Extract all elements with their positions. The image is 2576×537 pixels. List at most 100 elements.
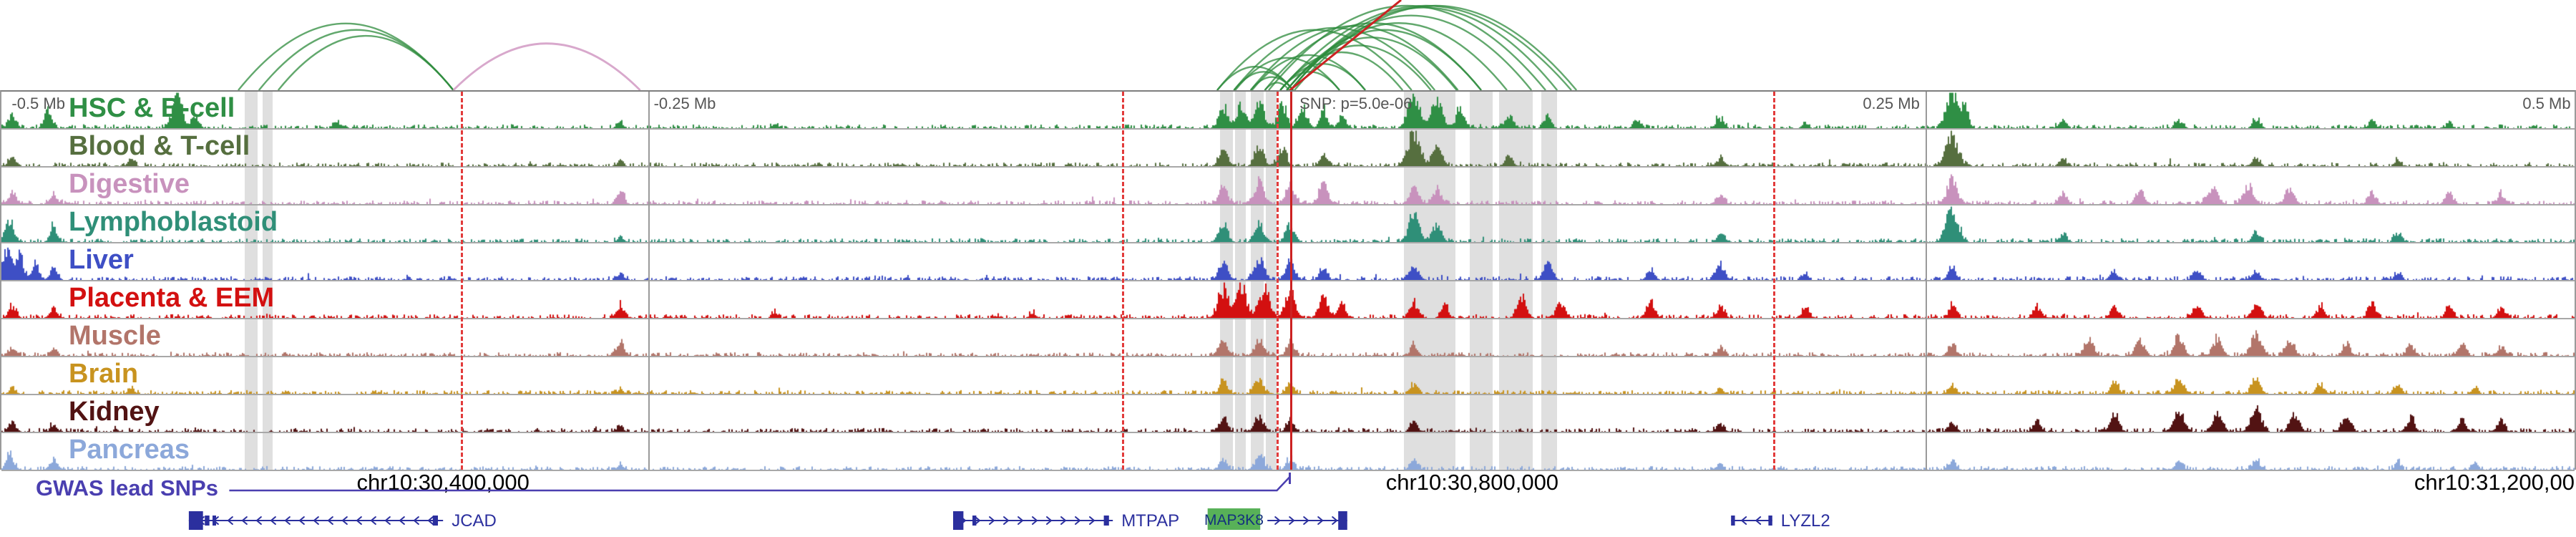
track-label-digestive: Digestive (69, 169, 190, 199)
track-label-hsc-b-cell: HSC & B-cell (69, 93, 235, 123)
track-label-liver: Liver (69, 245, 134, 275)
interaction-arc (1234, 57, 1340, 90)
track-rows: HSC & B-cell Blood & T-cell Digestive Lymph… (1, 92, 2575, 471)
gene-strand-arrow (1089, 516, 1096, 525)
gene-strand-arrow (284, 516, 291, 525)
gene-strand-arrow (313, 516, 319, 525)
gene-jcad: JCAD (188, 511, 497, 531)
interaction-arc (1268, 4, 1546, 90)
gene-strand-arrow (1075, 516, 1081, 525)
gwas-track-label: GWAS lead SNPs (36, 475, 218, 500)
track-label-placenta-eem: Placenta & EEM (69, 283, 275, 313)
track-signal-blood-t-cell[interactable] (1, 130, 2575, 166)
gene-strand-arrow (427, 516, 434, 525)
gene-label-highlight (1207, 508, 1261, 530)
gene-strand-arrow (413, 516, 419, 525)
gene-label: MAP3K8 (1204, 512, 1264, 528)
gene-strand-arrow (1289, 516, 1295, 525)
track-label-blood-t-cell: Blood & T-cell (69, 131, 250, 161)
interaction-arc (1286, 29, 1482, 90)
gene-strand-arrow (1003, 516, 1010, 525)
gene-label: MTPAP (1121, 511, 1179, 531)
gwas-track: GWAS lead SNPs (0, 468, 2576, 504)
gene-exon (205, 516, 210, 526)
gene-strand-arrow (1755, 516, 1762, 525)
gene-label: LYZL2 (1781, 511, 1830, 531)
track-signal-liver[interactable] (1, 243, 2575, 280)
track-row-muscle: Muscle (1, 319, 2575, 357)
track-row-liver: Liver (1, 243, 2575, 281)
gwas-connector-line (229, 476, 1291, 492)
gene-strand-arrow (298, 516, 305, 525)
track-signal-muscle[interactable] (1, 319, 2575, 356)
gene-strand-arrow (1032, 516, 1038, 525)
track-row-placenta-eem: Placenta & EEM (1, 281, 2575, 319)
signal-tracks-panel[interactable]: HSC & B-cell Blood & T-cell Digestive Lymph… (0, 90, 2576, 471)
gene-strand-arrow (1332, 516, 1338, 525)
coordinate-label: chr10:30,800,000 (1385, 470, 1559, 495)
gene-strand-arrow (327, 516, 333, 525)
track-label-lymphoblastoid: Lymphoblastoid (69, 207, 278, 237)
coordinate-label: chr10:31,200,00 (2414, 470, 2575, 495)
track-row-pancreas: Pancreas (1, 433, 2575, 471)
track-label-muscle: Muscle (69, 321, 161, 351)
gene-exon (432, 516, 438, 526)
track-row-digestive: Digestive (1, 168, 2575, 205)
gene-strand-arrow (1046, 516, 1053, 525)
interaction-arc (277, 35, 454, 90)
gene-strand-arrow (1303, 516, 1309, 525)
track-signal-lymphoblastoid[interactable] (1, 205, 2575, 242)
gene-track: JCAD MTPAP MAP3K8 LYZL2 (188, 508, 1830, 531)
interaction-arc (1289, 14, 1533, 90)
gene-strand-arrow (227, 516, 233, 525)
gene-strand-arrow (370, 516, 376, 525)
gene-strand-arrow (270, 516, 276, 525)
gene-strand-arrow (975, 516, 981, 525)
gene-exon (1338, 511, 1347, 530)
gene-strand-arrow (1060, 516, 1067, 525)
interaction-arc (1279, 4, 1572, 90)
interaction-arc (452, 42, 641, 90)
interaction-arc (1251, 54, 1366, 90)
gene-exon (188, 511, 203, 530)
gene-strand-arrow (384, 516, 391, 525)
track-label-kidney: Kidney (69, 397, 160, 427)
track-row-blood-t-cell: Blood & T-cell (1, 130, 2575, 168)
track-signal-pancreas[interactable] (1, 433, 2575, 470)
gene-strand-arrow (255, 516, 262, 525)
interaction-arcs-panel (238, 0, 1578, 90)
track-row-hsc-b-cell: HSC & B-cell (1, 92, 2575, 130)
gene-strand-arrow (399, 516, 405, 525)
gene-strand-arrow (1317, 516, 1324, 525)
track-signal-brain[interactable] (1, 357, 2575, 394)
gene-exon (972, 516, 977, 526)
snp-pointer-line (1289, 0, 1402, 90)
track-label-brain: Brain (69, 359, 139, 389)
gene-exon (1731, 516, 1735, 526)
gene-exon (1103, 516, 1109, 526)
gene-strand-arrow (1018, 516, 1024, 525)
gene-strand-arrow (1274, 516, 1281, 525)
gene-strand-arrow (341, 516, 348, 525)
gwas-connector-svg (229, 473, 1292, 492)
track-signal-kidney[interactable] (1, 395, 2575, 432)
track-label-pancreas: Pancreas (69, 435, 190, 465)
gene-strand-arrow (241, 516, 248, 525)
track-signal-hsc-b-cell[interactable] (1, 92, 2575, 128)
track-row-brain: Brain (1, 357, 2575, 395)
track-row-kidney: Kidney (1, 395, 2575, 433)
gene-strand-arrow (356, 516, 362, 525)
gene-lyzl2: LYZL2 (1731, 511, 1830, 531)
gene-exon (213, 516, 216, 526)
gene-mtpap: MTPAP (953, 511, 1179, 531)
track-row-lymphoblastoid: Lymphoblastoid (1, 205, 2575, 243)
gene-strand-arrow (1740, 516, 1747, 525)
track-signal-digestive[interactable] (1, 168, 2575, 204)
gene-label: JCAD (452, 511, 497, 531)
gene-exon (953, 511, 964, 530)
track-signal-placenta-eem[interactable] (1, 281, 2575, 318)
gene-map3k8: MAP3K8 (1204, 508, 1347, 530)
gene-strand-arrow (989, 516, 995, 525)
gene-exon (1768, 516, 1772, 526)
